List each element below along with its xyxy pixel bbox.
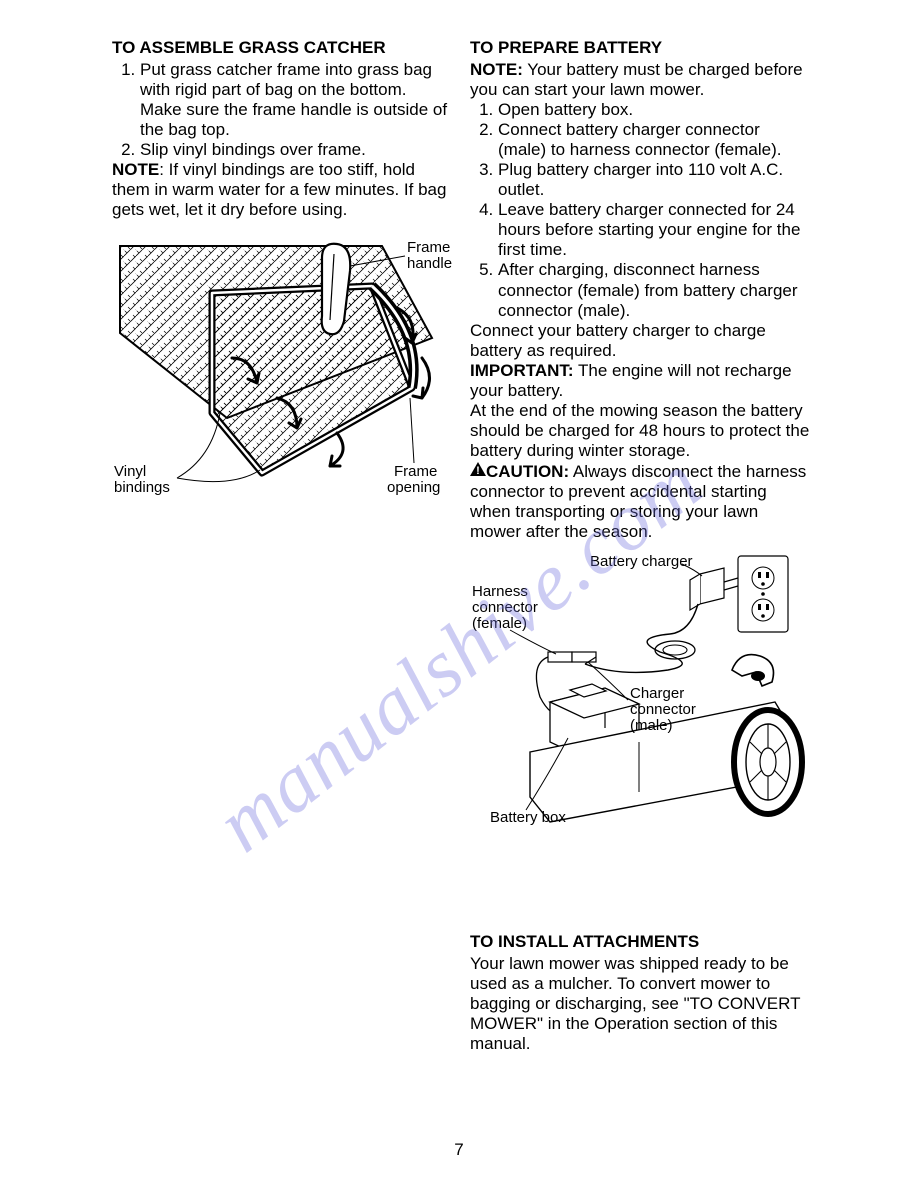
- right-step-2: Connect battery charger connector (male)…: [498, 120, 810, 160]
- right-caution: ! CAUTION: Always disconnect the harness…: [470, 461, 810, 542]
- right-heading: TO PREPARE BATTERY: [470, 38, 810, 58]
- left-step-1: Put grass catcher frame into grass bag w…: [140, 60, 452, 140]
- content-columns: TO ASSEMBLE GRASS CATCHER Put grass catc…: [0, 38, 918, 1054]
- right-important-label: IMPORTANT:: [470, 361, 574, 380]
- page-number: 7: [0, 1140, 918, 1160]
- attachments-section: TO INSTALL ATTACHMENTS Your lawn mower w…: [470, 932, 810, 1054]
- fig-label-battery-box: Battery box: [490, 809, 566, 826]
- fig-label-battery-charger: Battery charger: [590, 553, 693, 570]
- fig-label-frame-handle-2: handle: [407, 255, 452, 272]
- fig-label-charger-conn-3: (male): [630, 717, 673, 734]
- left-step-2: Slip vinyl bindings over frame.: [140, 140, 452, 160]
- left-note-text: : If vinyl bindings are too stiff, hold …: [112, 160, 446, 219]
- right-note-label: NOTE:: [470, 60, 523, 79]
- fig-label-harness-1: Harness: [472, 583, 528, 600]
- right-step-1: Open battery box.: [498, 100, 810, 120]
- left-heading: TO ASSEMBLE GRASS CATCHER: [112, 38, 452, 58]
- fig-label-harness-3: (female): [472, 615, 527, 632]
- fig-label-vinyl-1: Vinyl: [114, 463, 146, 480]
- right-after-steps: Connect your battery charger to charge b…: [470, 321, 810, 361]
- fig-label-frame-handle-1: Frame: [407, 239, 450, 256]
- attach-text: Your lawn mower was shipped ready to be …: [470, 954, 810, 1054]
- attach-heading: TO INSTALL ATTACHMENTS: [470, 932, 810, 952]
- left-note: NOTE: If vinyl bindings are too stiff, h…: [112, 160, 452, 220]
- fig-label-harness-2: connector: [472, 599, 538, 616]
- right-step-5: After charging, disconnect harness conne…: [498, 260, 810, 320]
- right-caution-label: CAUTION:: [486, 462, 569, 481]
- left-column: TO ASSEMBLE GRASS CATCHER Put grass catc…: [112, 38, 452, 1054]
- left-steps-list: Put grass catcher frame into grass bag w…: [112, 60, 452, 160]
- fig-label-frame-opening-1: Frame: [394, 463, 437, 480]
- fig-label-vinyl-2: bindings: [114, 479, 170, 496]
- right-season: At the end of the mowing season the batt…: [470, 401, 810, 461]
- svg-text:!: !: [476, 465, 480, 476]
- right-note: NOTE: Your battery must be charged befor…: [470, 60, 810, 100]
- fig-label-charger-conn-2: connector: [630, 701, 696, 718]
- battery-figure: Battery charger Harness connector (femal…: [470, 552, 810, 842]
- right-steps-list: Open battery box. Connect battery charge…: [470, 100, 810, 321]
- right-step-4: Leave battery charger connected for 24 h…: [498, 200, 810, 260]
- fig-label-charger-conn-1: Charger: [630, 685, 684, 702]
- left-note-label: NOTE: [112, 160, 159, 179]
- right-step-3: Plug battery charger into 110 volt A.C. …: [498, 160, 810, 200]
- warning-triangle-icon: !: [470, 461, 486, 481]
- right-important: IMPORTANT: The engine will not recharge …: [470, 361, 810, 401]
- fig-label-frame-opening-2: opening: [387, 479, 440, 496]
- grass-catcher-figure: Frame handle Vinyl bindings Frame openin…: [112, 238, 452, 513]
- right-column: TO PREPARE BATTERY NOTE: Your battery mu…: [470, 38, 810, 1054]
